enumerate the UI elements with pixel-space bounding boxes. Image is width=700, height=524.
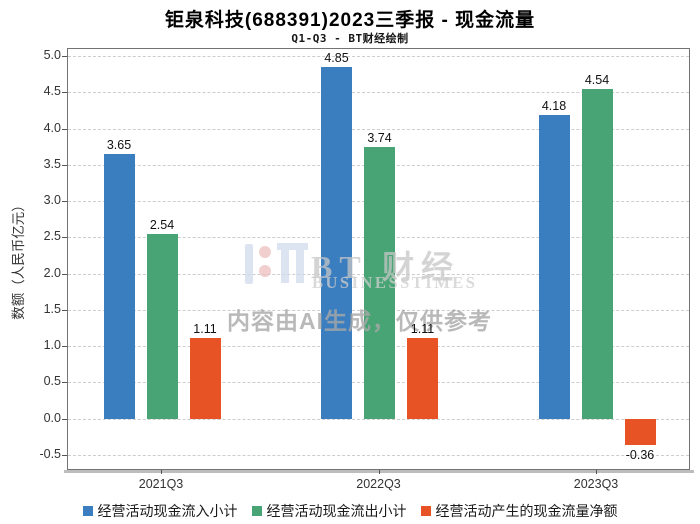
bar (407, 338, 438, 419)
legend-label: 经营活动现金流入小计 (97, 503, 238, 519)
bar (103, 153, 135, 419)
y-tick-label: 0.5 (43, 374, 61, 389)
y-tick-label: -0.5 (39, 447, 61, 461)
legend-item: 经营活动现金流入小计 (82, 501, 238, 521)
y-tick-label: 2.5 (43, 229, 61, 244)
y-tick-label: 3.5 (43, 156, 61, 171)
bar (189, 338, 221, 419)
y-tick-label: 1.5 (43, 301, 61, 316)
y-tick-mark (62, 201, 67, 203)
y-tick-mark (62, 382, 67, 384)
y-tick-mark (62, 273, 67, 275)
x-tick-mark (161, 470, 162, 474)
bar-value-label: 1.11 (410, 322, 435, 337)
bar-value-label: 4.85 (324, 50, 349, 65)
gridline (68, 56, 689, 57)
x-tick-label: 2021Q3 (138, 477, 184, 491)
bar-value-label: 3.65 (106, 137, 132, 152)
bar-value-label: 2.54 (149, 218, 175, 233)
legend-swatch (420, 506, 431, 516)
y-tick-label: 3.0 (43, 193, 61, 208)
bar-value-label: 4.54 (584, 73, 610, 88)
bar (364, 147, 395, 419)
y-tick-label: 2.0 (43, 265, 61, 280)
y-tick-mark (62, 455, 67, 456)
gridline (68, 418, 689, 420)
y-tick-mark (62, 128, 67, 130)
legend-label: 经营活动产生的现金流量净额 (435, 503, 618, 519)
plot-area: 3.65 2.54 1.11 4.85 3.74 1.11 4.18 4.54 -0.36 (67, 48, 690, 470)
bar (146, 234, 178, 419)
x-tick-mark (378, 470, 380, 474)
y-tick-mark (62, 346, 67, 348)
y-tick-mark (62, 164, 67, 166)
y-tick-label: 0.0 (43, 410, 61, 425)
y-tick-label: 5.0 (43, 48, 61, 62)
chart-legend: 经营活动现金流入小计 经营活动现金流出小计 经营活动产生的现金流量净额 (0, 501, 700, 521)
legend-item: 经营活动产生的现金流量净额 (420, 501, 618, 521)
chart-title: 钜泉科技(688391)2023三季报 - 现金流量 (164, 10, 536, 31)
y-tick-label: 4.5 (43, 84, 61, 99)
bar (581, 89, 613, 419)
bar-value-label: 4.18 (541, 99, 567, 114)
x-tick-label: 2022Q3 (356, 477, 401, 491)
gridline (68, 455, 689, 456)
bar-value-label: 1.11 (193, 322, 217, 337)
y-tick-mark (62, 237, 67, 239)
legend-label: 经营活动现金流出小计 (266, 503, 407, 519)
y-tick-mark (62, 418, 67, 420)
y-tick-label: 1.0 (43, 338, 61, 353)
chart-subtitle: Q1-Q3 - BT财经绘制 (291, 32, 409, 45)
x-tick-mark (596, 470, 597, 474)
bar (538, 115, 570, 419)
legend-swatch (82, 506, 93, 516)
bar-value-label: -0.36 (625, 447, 655, 462)
y-tick-label: 4.0 (43, 120, 61, 135)
y-tick-mark (62, 309, 67, 311)
gridline (68, 128, 689, 130)
gridline (68, 92, 689, 94)
bar (624, 418, 656, 445)
x-tick-label: 2023Q3 (573, 477, 619, 491)
legend-item: 经营活动现金流出小计 (251, 501, 407, 521)
y-tick-mark (62, 56, 67, 57)
bar (321, 66, 352, 419)
legend-swatch (251, 506, 262, 516)
y-tick-mark (62, 92, 67, 94)
bar-value-label: 3.74 (367, 131, 392, 146)
